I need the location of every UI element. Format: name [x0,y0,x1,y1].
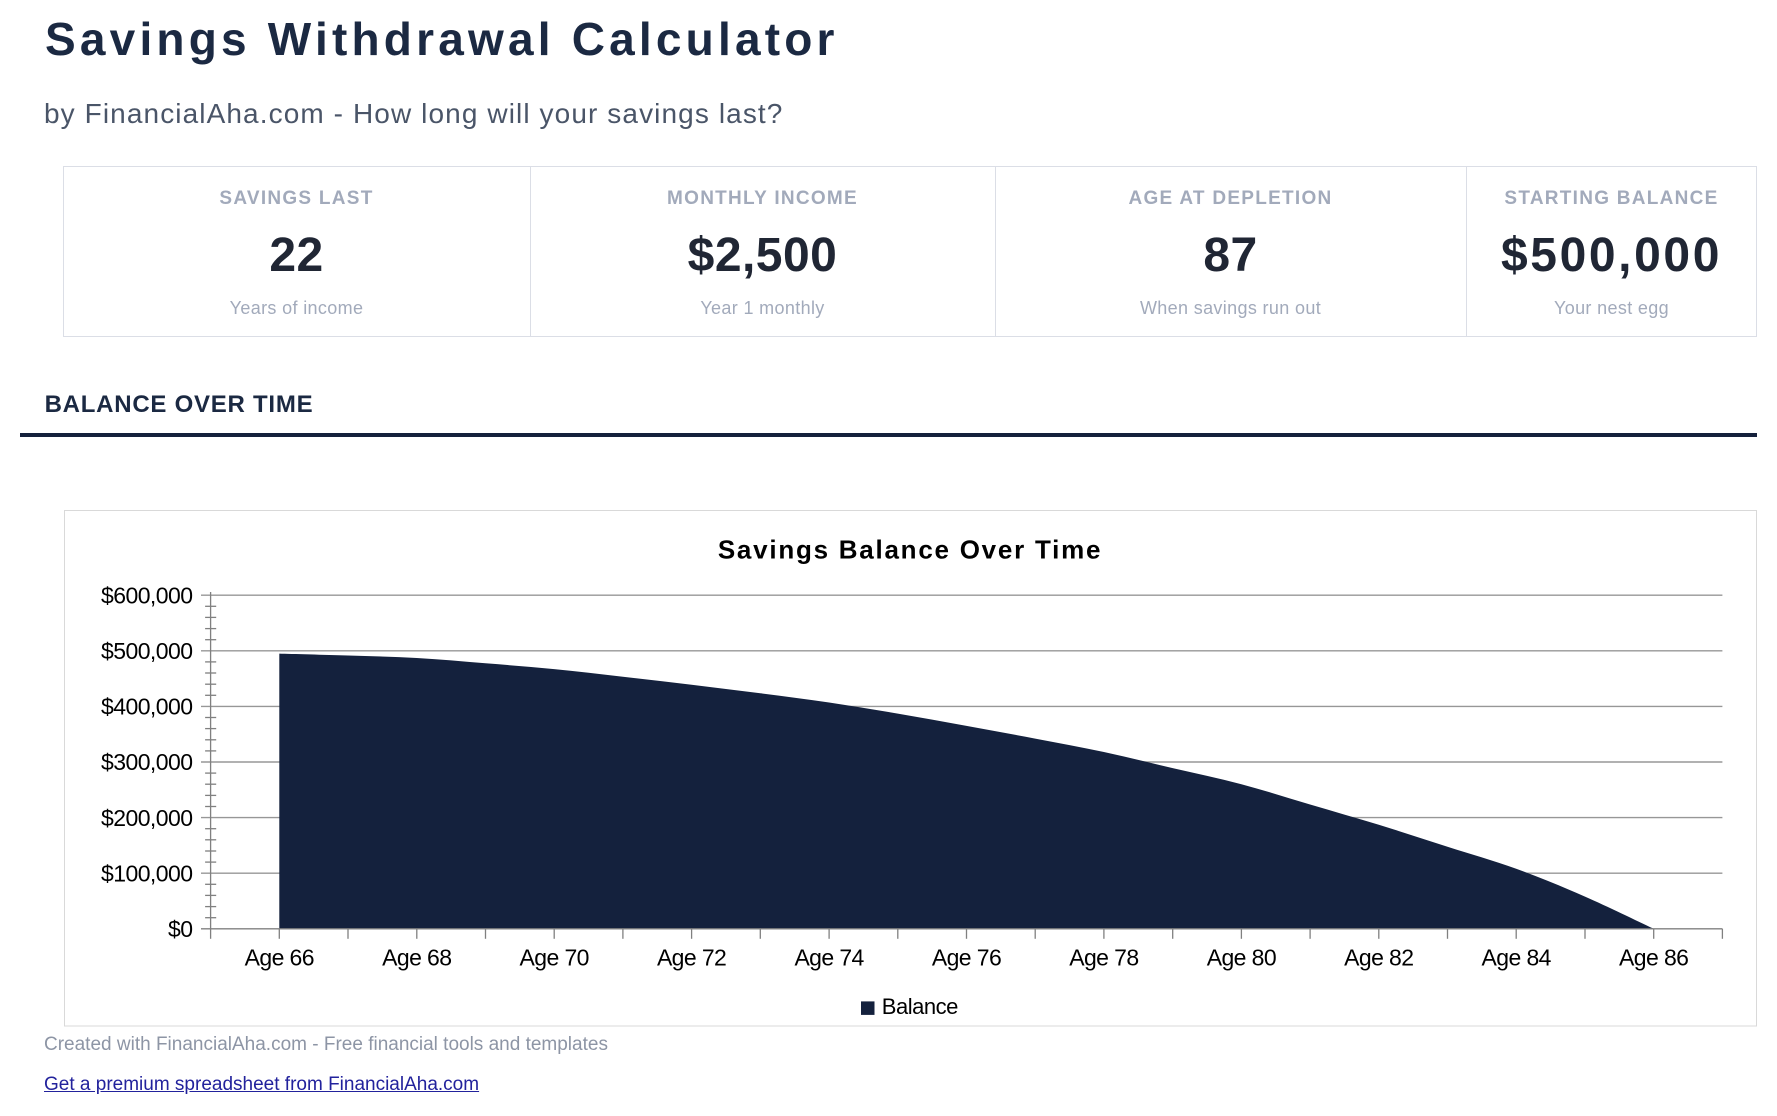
svg-text:Age 66: Age 66 [245,945,314,971]
svg-text:Age 82: Age 82 [1344,945,1413,971]
svg-text:Age 86: Age 86 [1619,945,1688,971]
svg-text:$600,000: $600,000 [101,582,193,608]
svg-text:$0: $0 [168,916,192,942]
svg-text:Age 78: Age 78 [1069,945,1138,971]
svg-text:Age 74: Age 74 [794,945,864,971]
svg-text:$100,000: $100,000 [101,860,193,886]
svg-text:Age 72: Age 72 [657,945,726,971]
svg-text:Age 80: Age 80 [1207,945,1276,971]
svg-text:$500,000: $500,000 [101,638,193,664]
svg-text:$400,000: $400,000 [101,694,193,720]
svg-text:Age 70: Age 70 [520,945,589,971]
svg-text:Age 68: Age 68 [382,945,451,971]
svg-text:$300,000: $300,000 [101,749,193,775]
svg-text:$200,000: $200,000 [101,805,193,831]
svg-text:Age 76: Age 76 [932,945,1001,971]
svg-text:Age 84: Age 84 [1482,945,1552,971]
svg-text:Savings Balance Over Time: Savings Balance Over Time [718,535,1102,565]
svg-text:Balance: Balance [882,994,958,1019]
